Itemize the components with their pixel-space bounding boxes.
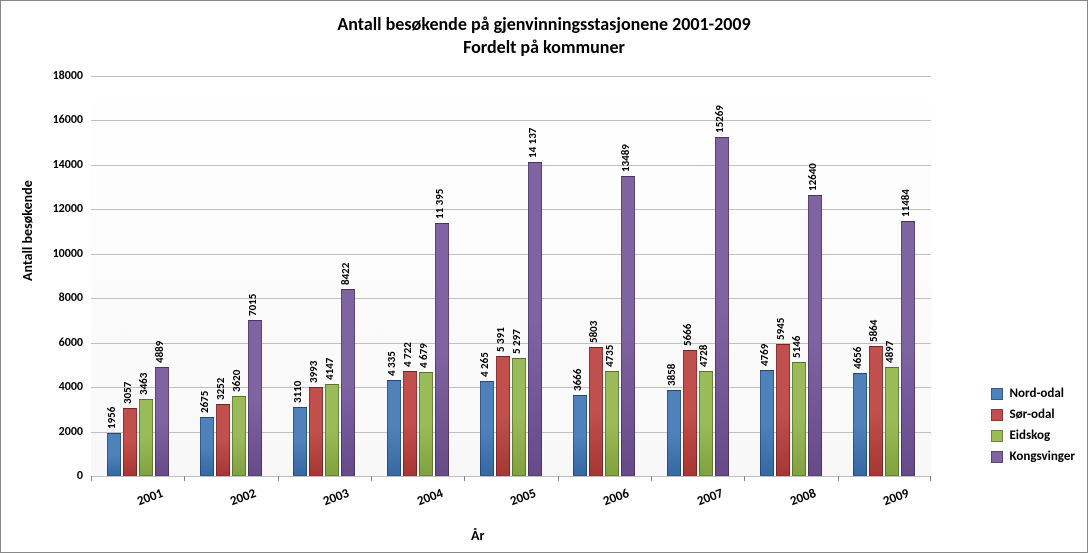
x-tick-label: 2004 (383, 486, 445, 521)
bar (715, 137, 729, 476)
bar (139, 399, 153, 476)
bar (200, 417, 214, 476)
y-tick-label: 4000 (1, 380, 83, 394)
bar (512, 358, 526, 476)
bar (216, 404, 230, 476)
x-tick-mark (744, 476, 745, 481)
y-tick-label: 10000 (1, 247, 83, 261)
legend-label: Nord-odal (1009, 386, 1064, 401)
bar (667, 390, 681, 476)
x-tick-mark (464, 476, 465, 481)
bar (387, 380, 401, 476)
bar (496, 356, 510, 476)
bar (699, 371, 713, 476)
x-tick-label: 2001 (103, 486, 165, 521)
gridline (91, 76, 931, 77)
legend-label: Kongsvinger (1009, 449, 1075, 464)
x-axis-label: År (471, 527, 484, 544)
x-tick-label: 2003 (290, 486, 352, 521)
bar (792, 362, 806, 476)
legend-swatch (991, 388, 1003, 400)
bar (853, 373, 867, 476)
x-tick-mark (91, 476, 92, 481)
x-tick-mark (930, 476, 931, 481)
y-axis-label: Antall besøkende (19, 180, 36, 281)
bar (435, 223, 449, 476)
y-tick-label: 0 (1, 469, 83, 483)
y-tick-label: 12000 (1, 202, 83, 216)
bar (683, 350, 697, 476)
x-tick-mark (371, 476, 372, 481)
legend-item: Eidskog (991, 428, 1075, 443)
bar (155, 367, 169, 476)
bar (605, 371, 619, 476)
gridline (91, 476, 931, 477)
title-line1: Antall besøkende på gjenvinningsstasjone… (337, 13, 750, 35)
x-tick-label: 2007 (663, 486, 725, 521)
bar (885, 367, 899, 476)
bar (419, 372, 433, 476)
x-tick-label: 2005 (477, 486, 539, 521)
bar (901, 221, 915, 476)
title-line2: Fordelt på kommuner (463, 36, 625, 58)
bar (325, 384, 339, 476)
x-tick-mark (651, 476, 652, 481)
x-tick-mark (184, 476, 185, 481)
bar (341, 289, 355, 476)
gridline (91, 165, 931, 166)
bar (589, 347, 603, 476)
gridline (91, 298, 931, 299)
y-tick-label: 14000 (1, 158, 83, 172)
y-tick-label: 2000 (1, 425, 83, 439)
bar (309, 387, 323, 476)
x-tick-mark (558, 476, 559, 481)
legend-swatch (991, 430, 1003, 442)
bar (776, 344, 790, 476)
legend-item: Nord-odal (991, 386, 1075, 401)
bar (123, 408, 137, 476)
x-tick-label: 2006 (570, 486, 632, 521)
bar (621, 176, 635, 476)
bar (480, 381, 494, 476)
legend-label: Sør-odal (1009, 407, 1054, 422)
bar (107, 433, 121, 476)
y-tick-label: 18000 (1, 69, 83, 83)
bar (528, 162, 542, 476)
gridline (91, 254, 931, 255)
bar (232, 396, 246, 476)
legend-swatch (991, 409, 1003, 421)
x-tick-label: 2009 (850, 486, 912, 521)
bar (248, 320, 262, 476)
chart-title: Antall besøkende på gjenvinningsstasjone… (1, 13, 1087, 58)
legend: Nord-odal Sør-odal Eidskog Kongsvinger (991, 386, 1075, 470)
plot-area: 1956305734634889267532523620701531103993… (91, 76, 931, 477)
x-tick-label: 2008 (757, 486, 819, 521)
y-tick-label: 8000 (1, 291, 83, 305)
legend-swatch (991, 451, 1003, 463)
y-tick-label: 6000 (1, 336, 83, 350)
x-tick-mark (838, 476, 839, 481)
gridline (91, 120, 931, 121)
x-tick-mark (278, 476, 279, 481)
gridline (91, 209, 931, 210)
chart-container: Antall besøkende på gjenvinningsstasjone… (0, 0, 1088, 553)
bar (869, 346, 883, 476)
legend-label: Eidskog (1009, 428, 1050, 443)
bar (293, 407, 307, 476)
legend-item: Sør-odal (991, 407, 1075, 422)
bar (808, 195, 822, 476)
bar (760, 370, 774, 476)
bar (403, 371, 417, 476)
bar (573, 395, 587, 476)
x-tick-label: 2002 (197, 486, 259, 521)
y-tick-label: 16000 (1, 113, 83, 127)
legend-item: Kongsvinger (991, 449, 1075, 464)
